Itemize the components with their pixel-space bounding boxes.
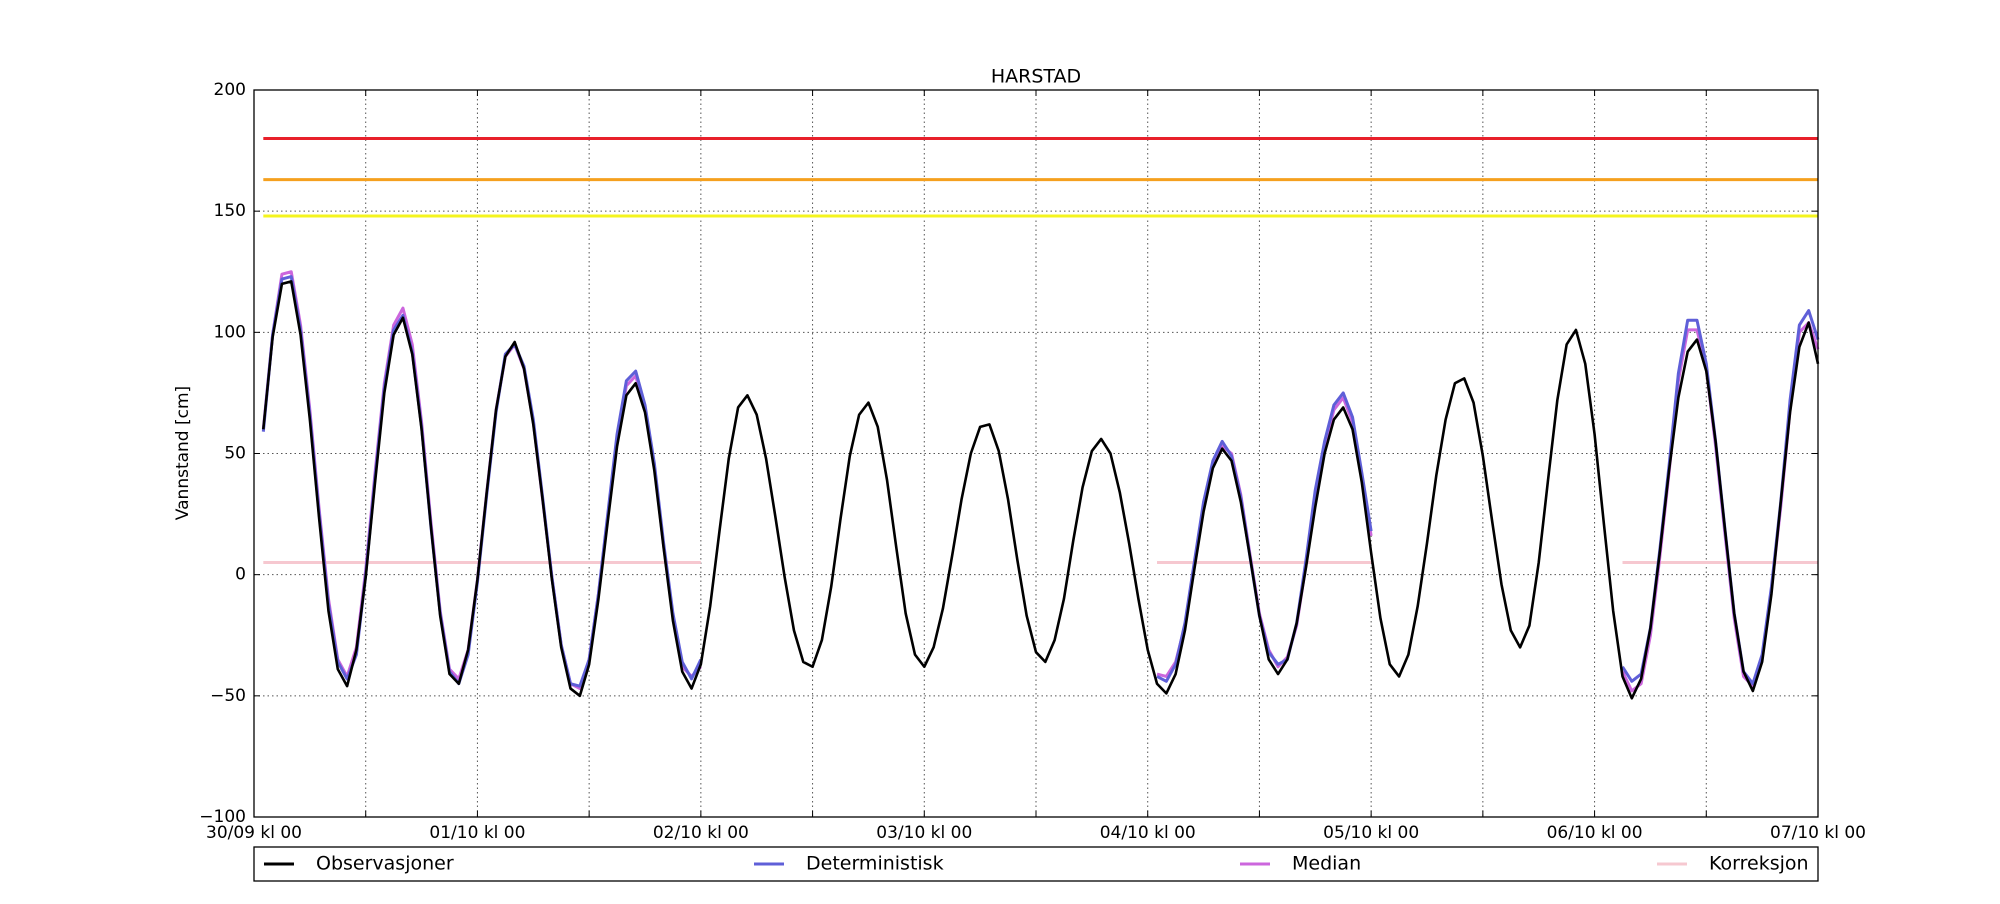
x-tick-label: 05/10 kl 00 — [1323, 823, 1419, 843]
y-tick-label: 100 — [214, 322, 246, 342]
legend-label: Median — [1292, 853, 1361, 875]
legend-label: Korreksjon — [1709, 853, 1809, 875]
x-tick-label: 04/10 kl 00 — [1100, 823, 1196, 843]
x-tick-label: 02/10 kl 00 — [653, 823, 749, 843]
y-tick-label: 50 — [224, 444, 246, 464]
legend-box — [253, 846, 1819, 882]
y-tick-label: 150 — [214, 201, 246, 221]
y-tick-label: 0 — [235, 565, 246, 585]
chart-title: HARSTAD — [991, 66, 1081, 88]
series-line — [261, 270, 1820, 693]
x-tick-label: 01/10 kl 00 — [429, 823, 525, 843]
y-tick-label: −100 — [199, 807, 246, 827]
series-line — [261, 275, 1820, 688]
x-tick-label: 30/09 kl 00 — [206, 823, 302, 843]
y-axis-label: Vannstand [cm] — [173, 386, 193, 520]
legend-label: Observasjoner — [316, 853, 454, 875]
x-tick-label: 06/10 kl 00 — [1547, 823, 1643, 843]
x-tick-label: 07/10 kl 00 — [1770, 823, 1866, 843]
y-tick-label: −50 — [210, 686, 246, 706]
y-tick-label: 200 — [214, 80, 246, 100]
legend-label: Deterministisk — [806, 853, 944, 875]
series-line — [262, 280, 1820, 700]
plot-frame — [253, 89, 1819, 818]
x-tick-label: 03/10 kl 00 — [876, 823, 972, 843]
